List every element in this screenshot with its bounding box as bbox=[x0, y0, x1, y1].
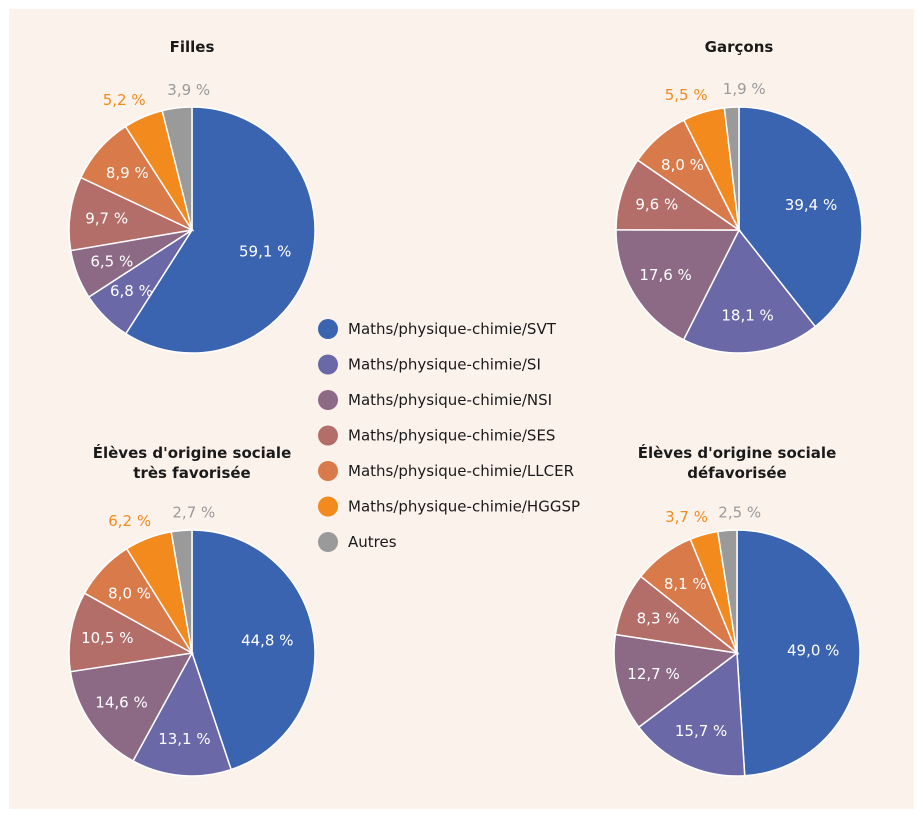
pie-title: Élèves d'origine sociale bbox=[93, 443, 292, 462]
pie-slice bbox=[723, 106, 740, 231]
legend-swatch bbox=[318, 496, 338, 517]
slice-data-label: 6,8 % bbox=[110, 282, 153, 300]
pie-slice bbox=[613, 633, 739, 729]
legend-label: Maths/physique-chimie/HGGSP bbox=[348, 498, 580, 516]
slice-data-label: 39,4 % bbox=[785, 196, 837, 214]
pie-slice bbox=[170, 529, 193, 654]
pie-chart-2: Garçons 39,4 % 18,1 % 17,6 % 9,6 % 8,0 % 5,5 %… bbox=[615, 38, 863, 354]
slice-data-label: 2,7 % bbox=[172, 504, 215, 522]
slice-data-label: 8,9 % bbox=[106, 164, 149, 182]
pie-title: Garçons bbox=[705, 38, 774, 56]
pie-slice bbox=[615, 159, 742, 231]
pie-slice bbox=[736, 529, 861, 777]
legend-swatch bbox=[318, 425, 338, 446]
legend-label: Maths/physique-chimie/NSI bbox=[348, 391, 552, 409]
pie-slice bbox=[69, 652, 194, 762]
slice-data-label: 44,8 % bbox=[241, 632, 293, 650]
pie-title: Élèves d'origine sociale bbox=[638, 443, 837, 462]
pie-slice bbox=[716, 529, 738, 654]
pie-slice bbox=[637, 651, 746, 777]
slice-data-label: 5,5 % bbox=[665, 86, 708, 104]
pie-slice bbox=[124, 106, 316, 354]
slice-data-label: 10,5 % bbox=[81, 629, 133, 647]
slice-data-label: 8,1 % bbox=[664, 575, 707, 593]
slice-data-label: 8,0 % bbox=[661, 156, 704, 174]
pie-chart-3: Élèves d'origine sociale très favorisée 44… bbox=[68, 443, 316, 777]
slice-data-label: 15,7 % bbox=[675, 722, 727, 740]
slice-data-label: 2,5 % bbox=[718, 503, 761, 521]
slice-data-label: 12,7 % bbox=[627, 665, 679, 683]
pie-title: défavorisée bbox=[687, 464, 786, 482]
slice-data-label: 17,6 % bbox=[639, 266, 691, 284]
legend-label: Maths/physique-chimie/SVT bbox=[348, 320, 557, 338]
slice-data-label: 5,2 % bbox=[103, 91, 146, 109]
legend-swatch bbox=[318, 319, 338, 339]
pie-slice bbox=[68, 176, 195, 252]
slice-data-label: 6,2 % bbox=[108, 512, 151, 530]
pie-chart-1: Filles 59,1 % 6,8 % 6,5 % 9,7 % 8,9 % 5,2 % 3,9… bbox=[68, 38, 316, 354]
pie-slice bbox=[682, 228, 817, 354]
legend-label: Maths/physique-chimie/SI bbox=[348, 356, 541, 374]
pie-slice bbox=[68, 592, 195, 673]
slice-data-label: 9,7 % bbox=[85, 209, 128, 227]
slice-data-label: 9,6 % bbox=[635, 195, 678, 213]
legend-label: Maths/physique-chimie/LLCER bbox=[348, 462, 574, 480]
pie-slice bbox=[615, 229, 741, 341]
slice-data-label: 6,5 % bbox=[90, 252, 133, 270]
pie-slice bbox=[161, 106, 193, 231]
pie-slice bbox=[191, 529, 316, 771]
slice-data-label: 8,3 % bbox=[637, 610, 680, 628]
slice-data-label: 49,0 % bbox=[787, 642, 839, 660]
slice-data-label: 14,6 % bbox=[95, 693, 147, 711]
legend-label: Maths/physique-chimie/SES bbox=[348, 427, 555, 445]
pie-title: très favorisée bbox=[133, 464, 250, 482]
pie-chart-4: Élèves d'origine sociale défavorisée 49,0 … bbox=[613, 443, 861, 777]
legend-swatch bbox=[318, 390, 338, 410]
pie-title: Filles bbox=[170, 38, 215, 56]
slice-data-label: 3,7 % bbox=[665, 508, 708, 526]
pie-slice bbox=[738, 106, 863, 328]
legend-swatch bbox=[318, 461, 338, 481]
slice-data-label: 1,9 % bbox=[723, 80, 766, 98]
slice-data-label: 3,9 % bbox=[167, 81, 210, 99]
slice-data-label: 8,0 % bbox=[108, 585, 151, 603]
slice-data-label: 59,1 % bbox=[239, 242, 291, 260]
legend: Maths/physique-chimie/SVT Maths/physique-… bbox=[318, 319, 580, 552]
legend-swatch bbox=[318, 354, 338, 375]
legend-swatch bbox=[318, 532, 338, 552]
slice-data-label: 18,1 % bbox=[721, 307, 773, 325]
pie-slice bbox=[132, 651, 233, 777]
slice-data-label: 13,1 % bbox=[158, 730, 210, 748]
legend-label: Autres bbox=[348, 533, 397, 551]
